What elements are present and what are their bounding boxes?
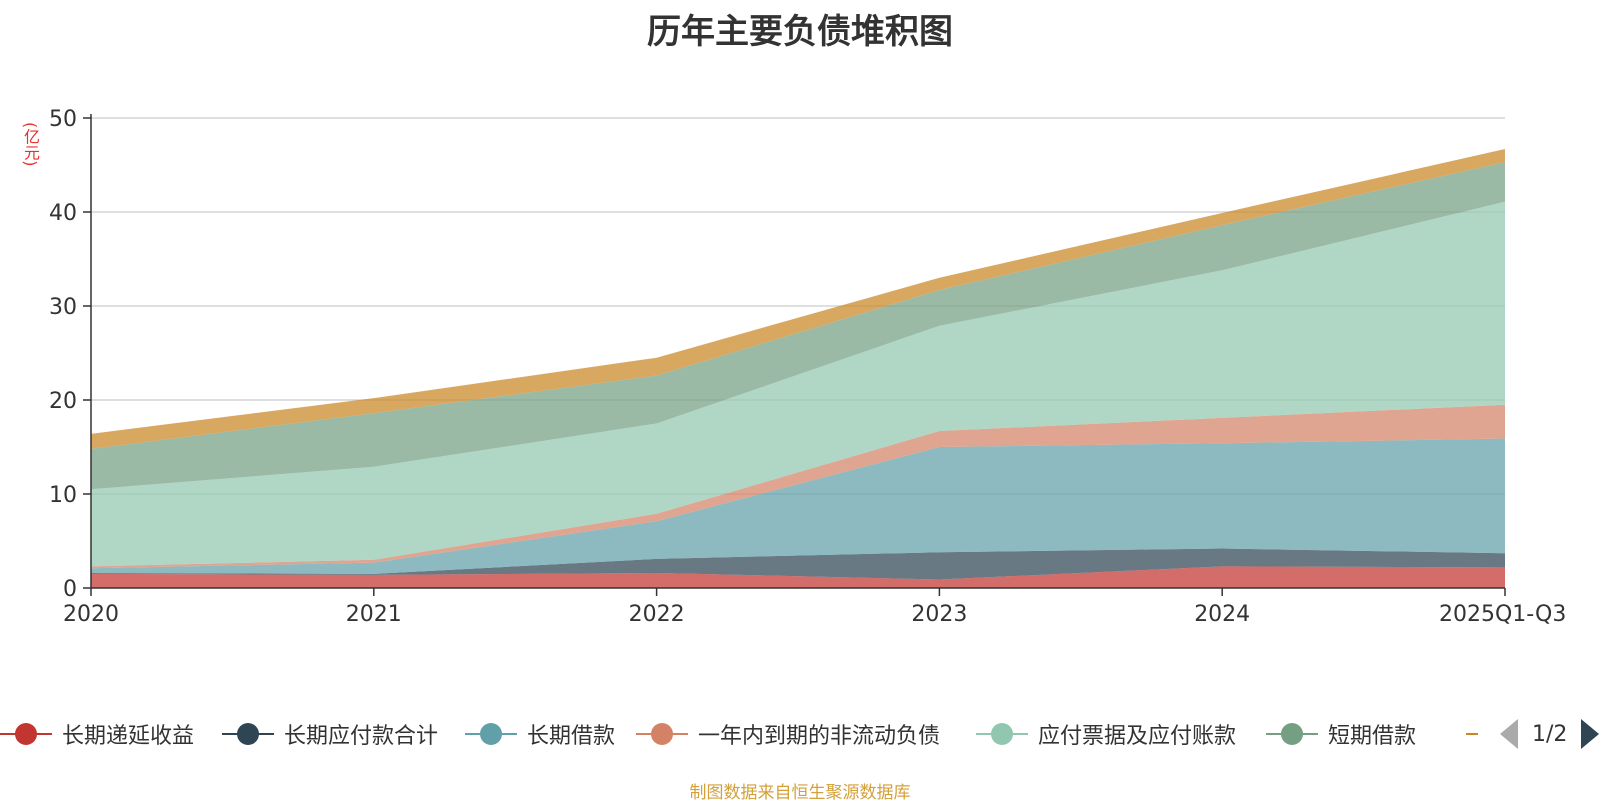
legend-page-indicator: 1/2 bbox=[1532, 721, 1568, 747]
legend-swatch-icon bbox=[636, 716, 688, 752]
legend-item-5[interactable]: 短期借款 bbox=[1266, 716, 1416, 752]
stacked-areas bbox=[91, 149, 1505, 588]
legend-item-4[interactable]: 应付票据及应付账款 bbox=[976, 716, 1236, 752]
y-tick-label: 40 bbox=[49, 201, 77, 226]
legend-label: 长期借款 bbox=[527, 724, 616, 749]
legend-swatch-icon bbox=[1466, 733, 1478, 735]
tick-labels: 0 10 20 30 40 50 2020 2021 2022 2023 2024 2025Q1-Q3 bbox=[49, 107, 1566, 627]
y-axis-unit: (亿元) bbox=[21, 122, 40, 167]
legend-item-0[interactable]: 长期递延收益 bbox=[0, 716, 194, 752]
legend-label: 短期借款 bbox=[1328, 724, 1417, 749]
x-tick-label: 2023 bbox=[911, 602, 967, 627]
x-tick-label: 2022 bbox=[629, 602, 685, 627]
x-tick-label: 2025Q1-Q3 bbox=[1439, 602, 1566, 627]
legend-label: 长期应付款合计 bbox=[284, 724, 439, 749]
x-tick-label: 2021 bbox=[346, 602, 402, 627]
data-source-note: 制图数据来自恒生聚源数据库 bbox=[689, 783, 911, 803]
legend-swatch-icon bbox=[222, 716, 274, 752]
legend-label: 一年内到期的非流动负债 bbox=[698, 724, 941, 749]
legend: 长期递延收益 长期应付款合计 长期借款 一年内到期的非流动负债 应付票据及应付账… bbox=[0, 716, 1600, 752]
y-tick-label: 20 bbox=[49, 389, 77, 414]
chart-title: 历年主要负债堆积图 bbox=[647, 12, 953, 52]
area-series-5 bbox=[91, 162, 1505, 490]
area-series-0 bbox=[91, 566, 1505, 588]
area-series-2 bbox=[91, 438, 1505, 574]
y-tick-label: 50 bbox=[49, 107, 77, 132]
legend-swatch-icon bbox=[0, 716, 52, 752]
y-tick-label: 10 bbox=[49, 483, 77, 508]
legend-swatch-icon bbox=[465, 716, 517, 752]
prev-page-icon[interactable] bbox=[1500, 719, 1518, 749]
next-page-icon[interactable] bbox=[1581, 719, 1600, 749]
legend-item-6-partial[interactable] bbox=[1466, 716, 1478, 752]
area-series-1 bbox=[91, 548, 1505, 580]
legend-item-1[interactable]: 长期应付款合计 bbox=[222, 716, 438, 752]
x-tick-label: 2024 bbox=[1194, 602, 1250, 627]
legend-label: 长期递延收益 bbox=[62, 724, 195, 749]
axes bbox=[83, 114, 1506, 596]
x-tick-label: 2020 bbox=[63, 602, 119, 627]
y-tick-label: 30 bbox=[49, 295, 77, 320]
legend-label: 应付票据及应付账款 bbox=[1038, 724, 1237, 749]
legend-pager: 1/2 bbox=[1500, 716, 1600, 752]
area-series-3 bbox=[91, 404, 1505, 569]
area-series-4 bbox=[91, 201, 1505, 567]
area-series-6 bbox=[91, 149, 1505, 449]
legend-item-3[interactable]: 一年内到期的非流动负债 bbox=[636, 716, 940, 752]
legend-swatch-icon bbox=[1266, 716, 1318, 752]
legend-item-2[interactable]: 长期借款 bbox=[465, 716, 615, 752]
legend-swatch-icon bbox=[976, 716, 1028, 752]
y-tick-label: 0 bbox=[63, 577, 77, 602]
